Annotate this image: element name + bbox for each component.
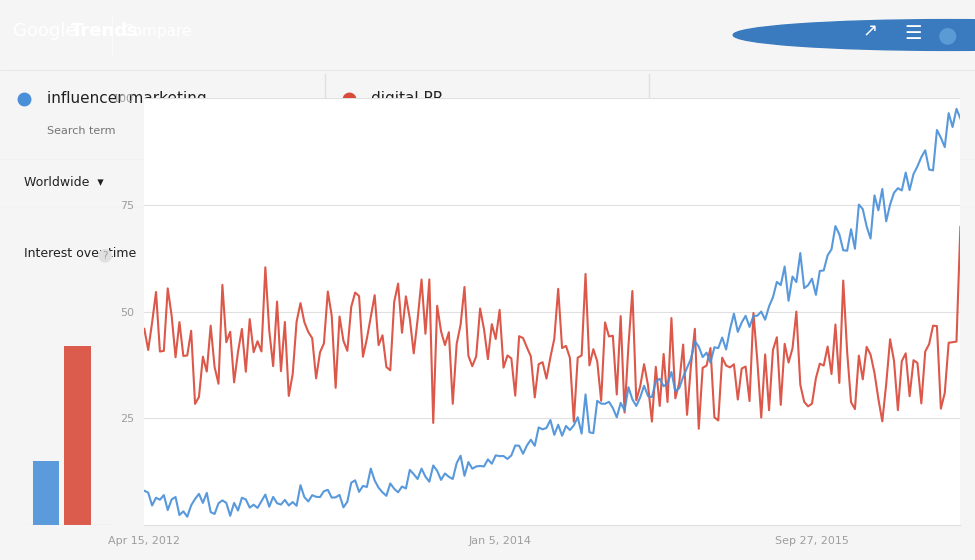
Text: ●: ●: [938, 25, 957, 45]
Text: influencer marketing: influencer marketing: [47, 91, 207, 106]
Text: Web Search  ▾: Web Search ▾: [453, 176, 542, 189]
Text: ?: ?: [102, 251, 108, 261]
Text: MARKETING AGENCY: MARKETING AGENCY: [424, 390, 561, 403]
Text: ↗: ↗: [863, 22, 878, 40]
Bar: [64, 346, 91, 525]
Circle shape: [733, 20, 975, 50]
Text: +   Add comparison: + Add comparison: [678, 103, 815, 118]
Text: AIMCLEAR®: AIMCLEAR®: [394, 339, 591, 367]
Bar: [33, 461, 59, 525]
Text: ↗: ↗: [940, 249, 953, 263]
Text: Search term: Search term: [371, 126, 440, 136]
Text: Search term: Search term: [47, 126, 115, 136]
Text: Interest over time: Interest over time: [24, 247, 136, 260]
Text: Past 5 years  ▾: Past 5 years ▾: [151, 176, 242, 189]
Text: ☰: ☰: [905, 24, 922, 43]
Text: Google: Google: [13, 22, 76, 40]
Text: digital PR: digital PR: [371, 91, 444, 106]
Text: Worldwide  ▾: Worldwide ▾: [24, 176, 104, 189]
Text: Trends: Trends: [71, 22, 138, 40]
Text: All categories  ▾: All categories ▾: [297, 176, 397, 189]
Text: Compare: Compare: [122, 24, 191, 39]
